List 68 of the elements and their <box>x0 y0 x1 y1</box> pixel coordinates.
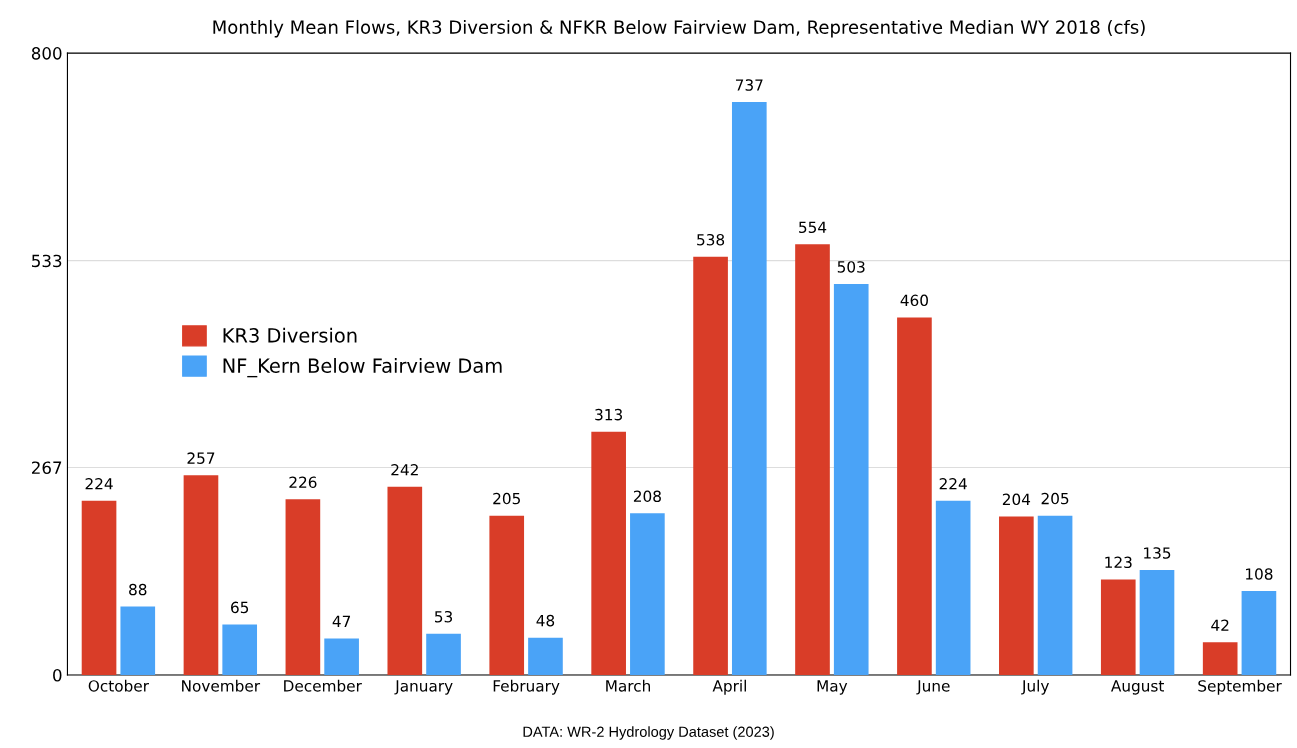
data-label: 48 <box>536 614 555 627</box>
bar <box>426 633 461 675</box>
bar <box>528 637 563 675</box>
y-tick-label: 0 <box>53 668 62 682</box>
y-tick-label: 800 <box>31 47 62 60</box>
bar <box>387 486 423 675</box>
data-label: 242 <box>391 464 418 476</box>
data-label: 224 <box>85 478 113 490</box>
data-label: 123 <box>1105 556 1132 569</box>
x-tick-label: June <box>916 680 950 695</box>
bar <box>630 513 665 675</box>
x-tick-label: February <box>493 679 560 695</box>
data-label: 226 <box>289 476 317 489</box>
data-label: 204 <box>1002 493 1031 506</box>
data-label: 208 <box>633 490 661 503</box>
data-label: 224 <box>939 478 967 490</box>
data-label: 538 <box>697 233 725 246</box>
data-label: 53 <box>435 610 453 623</box>
bar <box>285 499 321 675</box>
bar <box>1202 642 1238 675</box>
bar <box>999 516 1034 675</box>
bar <box>222 624 258 675</box>
data-label: 205 <box>1041 492 1069 505</box>
data-label: 135 <box>1144 547 1171 559</box>
x-tick-label: January <box>394 680 453 695</box>
x-tick-label: December <box>284 679 362 692</box>
bar <box>324 638 359 675</box>
data-label: 47 <box>332 615 351 627</box>
bar <box>183 475 219 675</box>
bar <box>1100 579 1136 675</box>
bar <box>795 244 830 675</box>
bar <box>1241 591 1277 675</box>
bar <box>1139 570 1175 675</box>
bar <box>1037 515 1073 675</box>
bar <box>489 515 525 675</box>
x-tick-label: March <box>606 679 650 692</box>
data-label: 257 <box>187 452 215 464</box>
bar <box>833 283 869 675</box>
data-label: 460 <box>900 294 928 307</box>
x-tick-label: July <box>1021 679 1049 695</box>
y-tick-label: 267 <box>31 461 62 475</box>
bar <box>897 317 932 675</box>
data-label: 737 <box>735 79 763 91</box>
bar <box>81 500 117 675</box>
bar <box>731 102 767 675</box>
data-label: 205 <box>493 492 520 505</box>
text: DATA: WR-2 Hydrology Dataset (2023) <box>523 726 774 740</box>
x-tick-label: October <box>88 679 149 692</box>
legend-label: NF_Kern Below Fairview Dam <box>223 357 502 378</box>
bar <box>120 606 156 675</box>
data-label: 554 <box>799 221 827 234</box>
data-label: 503 <box>837 261 865 273</box>
x-tick-label: April <box>712 679 746 695</box>
x-tick-label: May <box>817 680 848 695</box>
data-label: 42 <box>1211 619 1229 631</box>
x-tick-label: November <box>182 679 261 692</box>
data-label: 108 <box>1246 568 1273 580</box>
data-label: 313 <box>595 408 623 421</box>
y-tick-label: 533 <box>32 254 62 268</box>
chart-title: Monthly Mean Flows, KR3 Diversion & NFKR Below Fairview Dam, Representative Median WY 2018 (cfs) <box>213 19 1145 38</box>
bar <box>693 256 728 675</box>
legend-label: KR3 Diversion <box>223 327 357 343</box>
bar <box>591 431 626 675</box>
bar <box>935 500 971 675</box>
data-label: 88 <box>129 583 147 596</box>
data-label: 65 <box>231 601 249 614</box>
x-tick-label: September <box>1198 679 1282 695</box>
x-tick-label: August <box>1111 680 1164 695</box>
